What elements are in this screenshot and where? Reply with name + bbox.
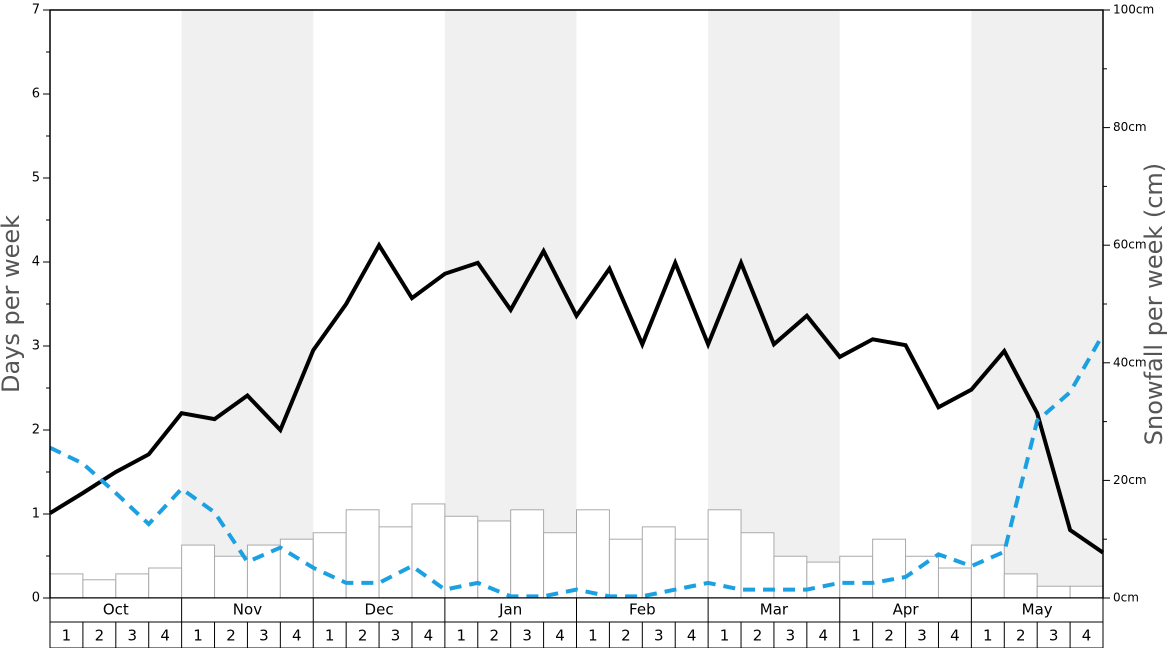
y2-tick-label: 40cm — [1113, 355, 1147, 369]
week-label: 2 — [95, 627, 105, 645]
week-label: 1 — [62, 627, 72, 645]
bar — [872, 538, 907, 599]
bar — [839, 555, 874, 599]
week-label: 4 — [687, 627, 697, 645]
line-series — [48, 241, 1105, 555]
week-label: 2 — [1016, 627, 1026, 645]
week-label: 4 — [292, 627, 302, 645]
week-label: 1 — [588, 627, 598, 645]
bar — [378, 526, 413, 599]
week-label: 1 — [325, 627, 335, 645]
month-shade — [181, 10, 314, 598]
week-label: 2 — [753, 627, 763, 645]
week-label: 2 — [884, 627, 894, 645]
week-label: 4 — [950, 627, 960, 645]
month-label: Apr — [893, 601, 920, 619]
y-tick-label: 0 — [32, 591, 40, 606]
month-label: Nov — [233, 601, 262, 619]
week-label: 1 — [851, 627, 861, 645]
week-label: 4 — [555, 627, 565, 645]
y2-tick-label: 80cm — [1113, 120, 1147, 134]
week-label: 2 — [489, 627, 499, 645]
week-label: 2 — [621, 627, 631, 645]
bar — [576, 509, 610, 599]
y2-tick-label: 20cm — [1113, 473, 1147, 487]
week-label: 3 — [917, 627, 927, 645]
bar — [905, 555, 939, 599]
bar — [246, 544, 281, 599]
bar — [806, 561, 841, 599]
bar — [115, 573, 150, 599]
bar — [82, 579, 117, 599]
bar — [148, 567, 183, 599]
bar — [674, 538, 709, 599]
y2-tick-label: 0cm — [1113, 591, 1139, 605]
week-label: 4 — [1082, 627, 1092, 645]
month-label: Jan — [498, 601, 522, 619]
week-label: 1 — [720, 627, 730, 645]
month-shade — [444, 10, 577, 598]
month-label: Feb — [629, 601, 656, 619]
month-shade — [708, 10, 840, 598]
bar — [641, 526, 676, 599]
bar — [1003, 573, 1038, 599]
y-tick-label: 3 — [32, 339, 40, 354]
bar — [543, 532, 577, 599]
week-label: 3 — [654, 627, 664, 645]
week-label: 3 — [391, 627, 401, 645]
week-label: 3 — [786, 627, 796, 645]
line-series — [49, 333, 1105, 599]
y-tick-label: 6 — [32, 87, 40, 102]
bar — [510, 509, 545, 599]
week-label: 4 — [424, 627, 434, 645]
bar — [773, 555, 808, 599]
y-tick-label: 7 — [32, 3, 40, 18]
week-label: 4 — [160, 627, 170, 645]
y-tick-label: 1 — [32, 507, 40, 522]
week-label: 2 — [226, 627, 236, 645]
month-label: Dec — [365, 601, 394, 619]
bar — [937, 567, 972, 599]
y2-tick-label: 60cm — [1113, 238, 1147, 252]
week-label: 1 — [193, 627, 203, 645]
week-label: 4 — [819, 627, 829, 645]
bar — [1069, 585, 1104, 599]
y-axis-title: Days per week — [0, 215, 25, 393]
bar — [181, 544, 216, 599]
week-label: 1 — [983, 627, 993, 645]
bar — [608, 538, 643, 599]
week-label: 3 — [259, 627, 269, 645]
month-label: Oct — [103, 601, 129, 619]
week-label: 3 — [522, 627, 532, 645]
week-label: 2 — [358, 627, 368, 645]
week-label: 3 — [127, 627, 137, 645]
bar — [477, 520, 512, 599]
bar — [49, 573, 84, 599]
y-tick-label: 4 — [32, 255, 40, 270]
bar — [279, 538, 314, 599]
y2-tick-label: 100cm — [1113, 3, 1154, 17]
week-label: 1 — [457, 627, 467, 645]
y-tick-label: 2 — [32, 423, 40, 438]
y2-axis-title: Snowfall per week (cm) — [1140, 163, 1168, 445]
bar — [312, 532, 347, 599]
week-label: 3 — [1049, 627, 1059, 645]
month-label: May — [1022, 601, 1053, 619]
bar — [1036, 585, 1071, 599]
month-shade — [971, 10, 1103, 598]
y-tick-label: 5 — [32, 171, 40, 186]
month-label: Mar — [760, 601, 789, 619]
bar — [214, 555, 248, 599]
bar — [740, 532, 775, 599]
